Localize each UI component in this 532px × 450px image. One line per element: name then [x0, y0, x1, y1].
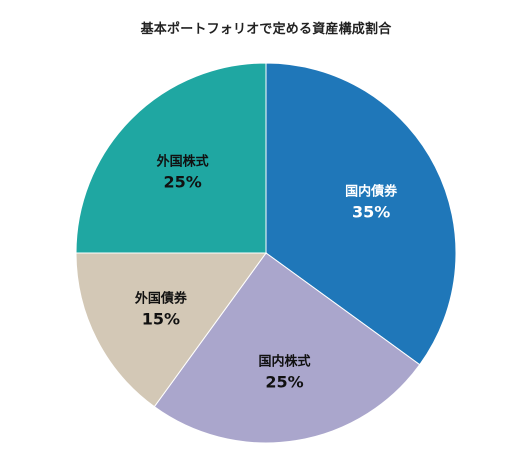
pie-slice-4: [75, 62, 267, 254]
slice-label-2: 国内株式: [258, 354, 310, 370]
pie-slices: [75, 62, 457, 444]
slice-value-4: 25%: [163, 173, 201, 192]
pie-labels: 国内債券 35% 国内株式 25% 外国債券 15% 外国株式 25%: [134, 154, 398, 392]
slice-label-4: 外国株式: [156, 154, 209, 170]
slice-value-1: 35%: [352, 202, 390, 221]
pie-slice-1: [265, 62, 457, 366]
chart-title: 基本ポートフォリオで定める資産構成割合: [140, 22, 392, 37]
pie-slice-2: [153, 252, 421, 444]
slice-value-2: 25%: [265, 373, 303, 392]
slice-value-3: 15%: [142, 310, 180, 329]
pie-slice-3: [75, 252, 267, 408]
slice-label-3: 外国債券: [134, 291, 188, 307]
slice-label-1: 国内債券: [345, 183, 398, 199]
